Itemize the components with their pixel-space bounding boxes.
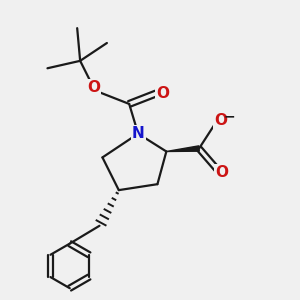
Text: N: N [132,126,145,141]
Text: O: O [214,113,227,128]
Polygon shape [166,146,199,152]
Text: O: O [156,86,169,101]
Text: −: − [224,110,236,124]
Text: O: O [215,165,228,180]
Text: O: O [87,80,100,95]
